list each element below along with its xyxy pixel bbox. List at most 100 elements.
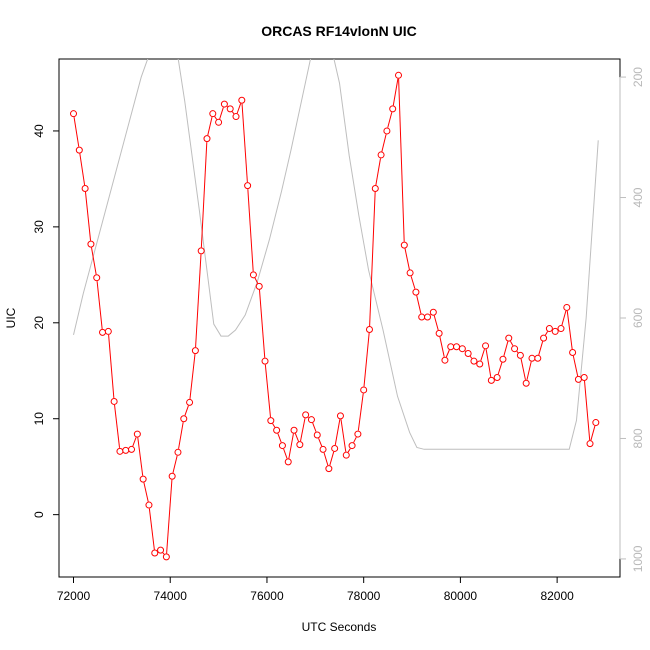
uic-segment (172, 455, 178, 473)
uic-point (499, 355, 507, 363)
uic-segment (300, 418, 306, 442)
uic-segment (398, 78, 405, 242)
uic-point (395, 71, 403, 79)
uic-segment (143, 482, 149, 502)
y-tick-label: 30 (32, 220, 46, 234)
uic-point (81, 185, 89, 192)
uic-point (389, 105, 397, 113)
uic-segment (480, 349, 485, 361)
uic-segment (84, 191, 92, 241)
uic-segment (236, 103, 242, 114)
uic-point (174, 448, 182, 456)
uic-point (574, 375, 582, 383)
uic-segment (108, 334, 115, 399)
uic-point (307, 416, 315, 424)
uic-point (238, 96, 246, 104)
uic-segment (162, 552, 165, 555)
uic-segment (219, 107, 224, 120)
uic-point (516, 351, 524, 359)
uic-point (70, 110, 78, 118)
uic-segment (392, 78, 399, 106)
uic-segment (329, 451, 335, 466)
uic-segment (340, 419, 347, 452)
uic-point (365, 326, 373, 334)
uic-point (99, 328, 107, 336)
uic-segment (207, 116, 213, 136)
uic-point (511, 345, 519, 353)
uic-point (522, 379, 530, 387)
uic-segment (132, 437, 137, 447)
uic-segment (520, 358, 526, 380)
uic-point (290, 426, 298, 434)
uic-point (592, 419, 600, 427)
uic-point (540, 334, 548, 342)
uic-point (244, 182, 252, 190)
uic-segment (254, 277, 259, 284)
altitude-line (73, 59, 599, 450)
axis-layer: 72000 74000 76000 78000 80000 82000 0 10 20 30 40 2… (32, 67, 645, 603)
uic-point (336, 412, 344, 420)
y2-tick-label: 600 (631, 308, 645, 328)
uic-point (354, 430, 362, 438)
uic-segment (572, 355, 579, 377)
uic-segment (312, 422, 317, 432)
uic-segment (137, 437, 144, 476)
uic-point (157, 546, 165, 554)
uic-point (586, 440, 594, 448)
uic-segment (404, 248, 410, 270)
uic-segment (323, 452, 329, 466)
uic-point (302, 411, 310, 419)
uic-segment (195, 254, 202, 348)
uic-point (215, 118, 223, 126)
uic-segment (445, 349, 450, 358)
uic-point (348, 442, 356, 450)
uic-segment (347, 448, 351, 453)
uic-segment (148, 508, 155, 550)
y-axis-title: UIC (4, 307, 18, 328)
uic-point (412, 288, 420, 296)
uic-point (278, 442, 286, 450)
uic-segment (214, 116, 218, 120)
uic-segment (469, 355, 473, 359)
uic-point (545, 325, 553, 333)
uic-point (493, 373, 501, 381)
uic-point (470, 357, 478, 365)
uic-point (261, 357, 269, 365)
y2-tick-label: 200 (631, 67, 645, 87)
uic-segment (96, 281, 103, 329)
x-tick-label: 74000 (154, 589, 188, 603)
uic-point (191, 347, 199, 355)
uic-point (476, 360, 484, 368)
uic-segment (544, 331, 549, 336)
uic-point (116, 447, 124, 455)
uic-point (110, 397, 118, 405)
uic-segment (264, 364, 271, 418)
uic-point (458, 345, 466, 353)
uic-point (313, 431, 321, 439)
uic-point (360, 386, 368, 394)
uic-point (325, 465, 333, 473)
uic-segment (91, 247, 97, 275)
uic-segment (485, 349, 492, 377)
y2-tick-label: 800 (631, 428, 645, 448)
uic-segment (247, 189, 254, 272)
uic-point (482, 342, 490, 350)
uic-segment (503, 341, 509, 357)
uic-segment (353, 436, 357, 443)
uic-point (93, 274, 101, 282)
uic-point (487, 376, 495, 384)
series-layer (70, 59, 600, 561)
uic-segment (516, 351, 519, 354)
uic-point (569, 349, 577, 357)
uic-point (168, 472, 176, 480)
uic-segment (566, 310, 573, 350)
uic-point (203, 135, 211, 143)
uic-point (128, 445, 136, 453)
x-tick-label: 76000 (250, 589, 284, 603)
uic-point (580, 373, 588, 381)
uic-point (139, 475, 147, 483)
uic-segment (294, 433, 299, 442)
uic-segment (561, 310, 567, 326)
uic-point (319, 445, 327, 453)
